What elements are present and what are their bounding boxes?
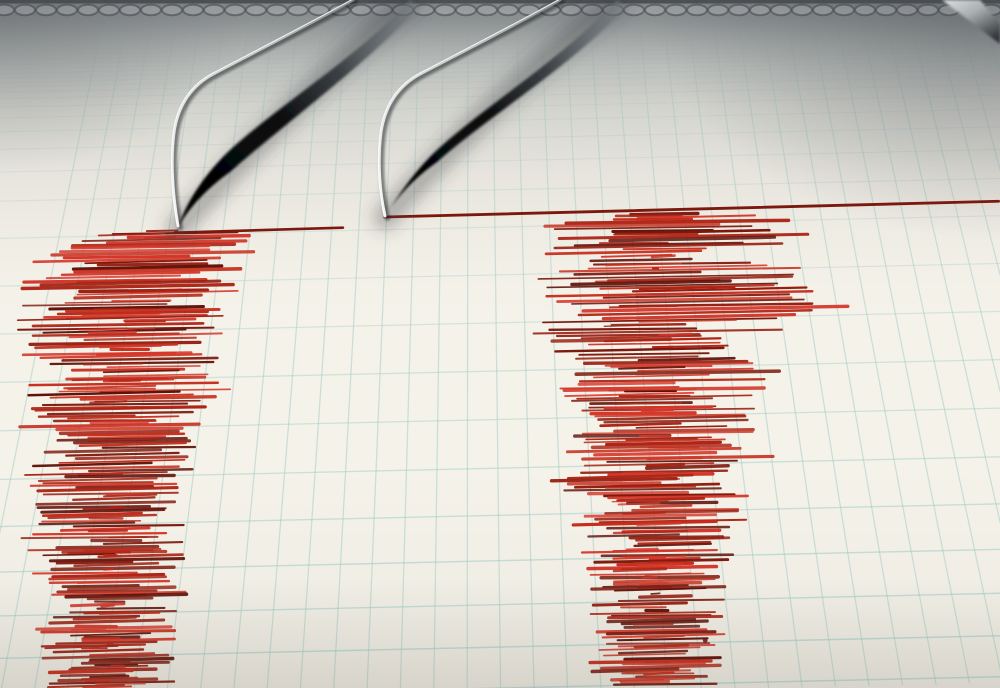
seismograph-photo <box>0 0 1000 688</box>
seismograph-scene <box>0 0 1000 688</box>
bottom-shading <box>0 0 1000 688</box>
